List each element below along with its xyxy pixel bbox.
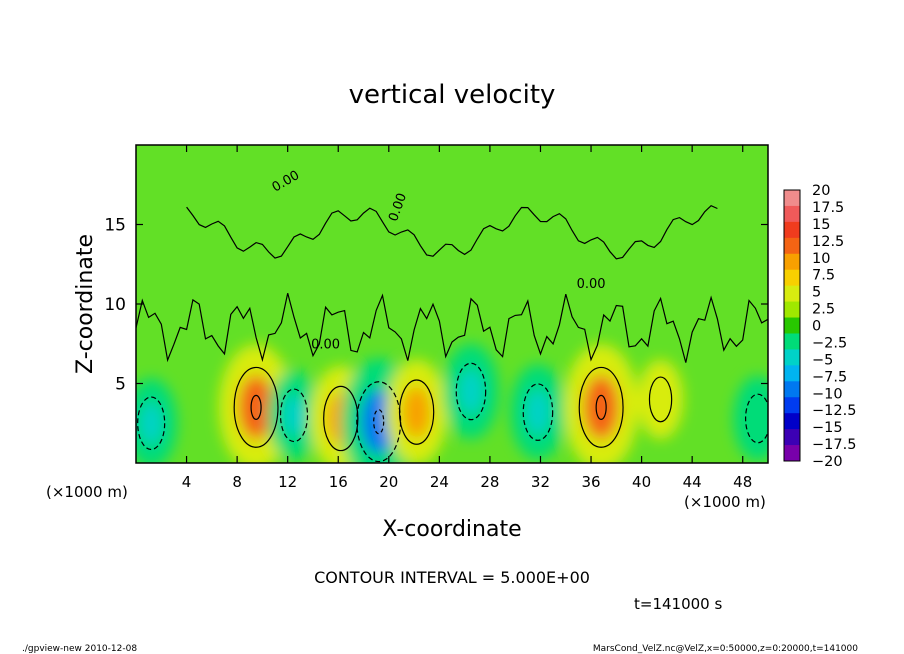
colorbar-swatch-1 (784, 205, 800, 223)
colorbar-label: −2.5 (812, 335, 847, 351)
contour-interval-text: CONTOUR INTERVAL = 5.000E+00 (314, 568, 590, 587)
colorbar-label: 10 (812, 251, 830, 267)
plot-area: 0.000.000.000.00 4 8 12 16 20 24 28 32 36 40 44 48 … (104, 144, 769, 491)
colorbar-label: −15 (812, 420, 843, 436)
heatmap-cell-1 (238, 375, 274, 440)
colorbar-label: 2.5 (812, 302, 835, 318)
colorbar-label: −10 (812, 386, 843, 402)
x-tick-label: 32 (531, 473, 550, 491)
contour-ring-7 (522, 383, 554, 441)
colorbar-swatch-0 (784, 190, 800, 207)
colorbar-swatch-11 (784, 365, 800, 382)
contour-ring-2 (279, 388, 309, 443)
x-tick-label: 44 (683, 473, 702, 491)
contour-label-2: 0.00 (311, 338, 340, 353)
heatmap-cell-7 (526, 389, 550, 435)
colorbar-swatch-2 (784, 221, 800, 239)
colorbar-label: 15 (812, 217, 830, 233)
colorbar-label: −20 (812, 454, 843, 470)
heatmap-cell-2 (283, 394, 305, 437)
heatmap-cell-10 (748, 399, 768, 438)
heatmap-cell-8 (583, 375, 619, 440)
y-axis-ticks: 5 10 15 (104, 216, 768, 395)
y-tick-label: 5 (115, 375, 126, 395)
contour-inner-4 (373, 409, 385, 435)
contour-inner-1 (250, 394, 262, 420)
contour-label-3: 0.00 (577, 277, 606, 292)
colorbar-swatch-13 (784, 397, 800, 414)
colorbar-label: 17.5 (812, 200, 844, 216)
upper-zero-contour-line (186, 204, 718, 260)
colorbar-swatch-10 (784, 349, 800, 366)
x-tick-label: 48 (733, 473, 752, 491)
colorbar-swatch-6 (784, 285, 800, 303)
colorbar-swatch-7 (784, 301, 800, 319)
colorbar-swatch-16 (784, 445, 800, 462)
colorbar-label: 7.5 (812, 268, 835, 284)
colorbar-frame (783, 189, 801, 462)
y-tick-label: 15 (104, 216, 126, 236)
chart-title: vertical velocity (349, 80, 556, 110)
contour-ring-6 (455, 362, 487, 421)
footer-left: ./gpview-new 2010-12-08 (22, 644, 137, 654)
time-text: t=141000 s (634, 595, 722, 613)
colorbar-swatch-12 (784, 381, 800, 398)
x-unit-right: (×1000 m) (684, 493, 766, 511)
contour-ring-5 (398, 379, 435, 445)
colorbar-label: 12.5 (812, 234, 844, 250)
contour-inner-8 (595, 394, 607, 420)
colorbar-swatch-3 (784, 237, 800, 255)
colorbar-swatch-4 (784, 253, 800, 271)
heatmap-cell-6 (459, 368, 483, 415)
x-tick-label: 24 (430, 473, 449, 491)
heatmap-cell-5 (402, 386, 431, 438)
x-axis-ticks: 4 8 12 16 20 24 28 32 36 40 44 48 (182, 145, 752, 491)
colorbar-label: −12.5 (812, 403, 856, 419)
heatmap-field (136, 343, 768, 463)
colorbar: 2017.51512.5107.552.50−2.5−5−7.5−10−12.5… (783, 183, 856, 470)
x-tick-label: 36 (581, 473, 600, 491)
contour-ring-0 (137, 396, 166, 451)
colorbar-label: −17.5 (812, 437, 856, 453)
x-tick-label: 28 (480, 473, 499, 491)
x-unit-left: (×1000 m) (46, 483, 128, 501)
y-axis-label: Z-coordinate (73, 234, 98, 374)
heatmap-cell-9 (651, 381, 670, 418)
contour-ring-10 (744, 393, 768, 444)
colorbar-swatch-14 (784, 413, 800, 430)
colorbar-label: −5 (812, 352, 833, 368)
x-tick-label: 16 (329, 473, 348, 491)
colorbar-label: 5 (812, 285, 821, 301)
zero-contour-line (136, 293, 768, 363)
contour-ring-9 (648, 376, 673, 423)
colorbar-label: 20 (812, 183, 830, 199)
x-tick-label: 8 (232, 473, 242, 491)
colorbar-label: 0 (812, 319, 821, 335)
colorbar-swatch-5 (784, 269, 800, 287)
heatmap-cell-0 (140, 402, 162, 445)
x-tick-label: 20 (379, 473, 398, 491)
contour-ring-3 (323, 385, 359, 452)
y-tick-label: 10 (104, 295, 126, 315)
colorbar-swatch-8 (784, 317, 800, 334)
colorbar-swatch-9 (784, 333, 800, 350)
x-axis-label: X-coordinate (382, 517, 521, 542)
footer-right: MarsCond_VelZ.nc@VelZ,x=0:50000,z=0:2000… (593, 644, 858, 654)
contour-lines (136, 204, 768, 463)
x-tick-label: 4 (182, 473, 192, 491)
contour-ring-8 (578, 366, 624, 448)
contour-ring-1 (233, 366, 279, 448)
x-tick-label: 12 (278, 473, 297, 491)
colorbar-label: −7.5 (812, 369, 847, 385)
x-tick-label: 40 (632, 473, 651, 491)
colorbar-swatch-15 (784, 429, 800, 446)
